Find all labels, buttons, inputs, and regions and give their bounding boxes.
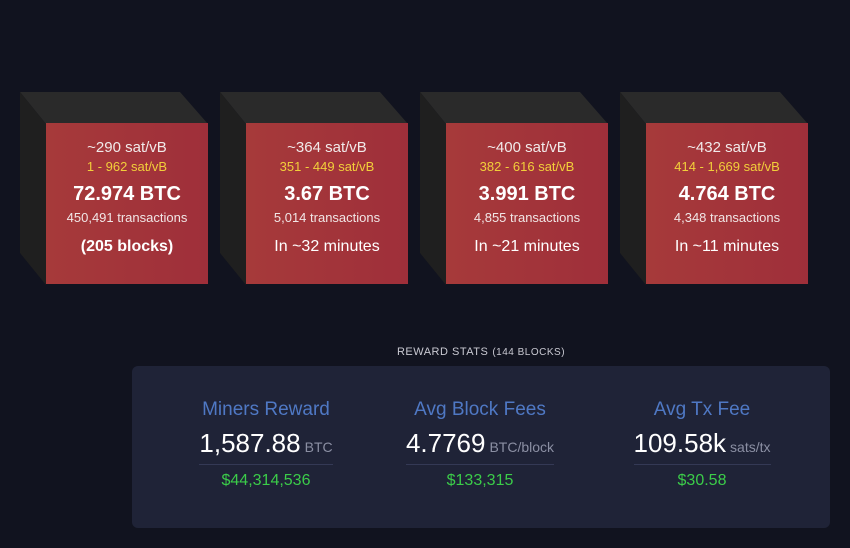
mempool-block-4[interactable]: ~432 sat/vB 414 - 1,669 sat/vB 4.764 BTC… [620,92,810,287]
stat-fiat-value: $133,315 [446,472,514,489]
median-fee: ~364 sat/vB [287,139,367,156]
stat-fiat-value: $44,314,536 [221,472,311,489]
block-total-btc: 3.67 BTC [284,183,370,205]
block-top-face [220,92,408,124]
block-total-btc: 3.991 BTC [478,183,576,205]
block-total-btc: 72.974 BTC [73,183,181,205]
stat-unit: BTC [304,439,333,455]
stat-label: Miners Reward [202,399,330,420]
stat-unit: sats/tx [730,439,771,455]
block-side-face [20,92,46,285]
stat-value-row: 109.58k sats/tx [633,428,771,465]
stat-value-row: 4.7769 BTC/block [405,428,555,465]
block-front-face: ~364 sat/vB 351 - 449 sat/vB 3.67 BTC 5,… [246,123,408,284]
median-fee: ~290 sat/vB [87,139,167,156]
mempool-block-1[interactable]: ~290 sat/vB 1 - 962 sat/vB 72.974 BTC 45… [20,92,210,287]
mempool-block-2[interactable]: ~364 sat/vB 351 - 449 sat/vB 3.67 BTC 5,… [220,92,410,287]
block-front-face: ~290 sat/vB 1 - 962 sat/vB 72.974 BTC 45… [46,123,208,284]
stat-label: Avg Tx Fee [653,399,751,420]
reward-stats-title: REWARD STATS (144 BLOCKS) [0,346,850,358]
mempool-block-3[interactable]: ~400 sat/vB 382 - 616 sat/vB 3.991 BTC 4… [420,92,610,287]
transaction-count: 4,348 transactions [673,210,781,225]
block-total-btc: 4.764 BTC [678,183,776,205]
block-eta: (205 blocks) [80,238,174,255]
block-eta: In ~21 minutes [474,238,580,255]
stat-value-row: 1,587.88 BTC [199,428,333,465]
block-side-face [220,92,246,285]
fee-range: 351 - 449 sat/vB [279,159,375,174]
block-top-face [620,92,808,124]
block-front-face: ~400 sat/vB 382 - 616 sat/vB 3.991 BTC 4… [446,123,608,284]
reward-stats-panel: Miners Reward 1,587.88 BTC $44,314,536 Av… [132,366,830,528]
block-front-face: ~432 sat/vB 414 - 1,669 sat/vB 4.764 BTC… [646,123,808,284]
fee-range: 382 - 616 sat/vB [479,159,575,174]
transaction-count: 5,014 transactions [273,210,381,225]
stat-unit: BTC/block [489,439,555,455]
block-top-face [420,92,608,124]
stat-value: 1,587.88 [199,428,301,458]
block-side-face [420,92,446,285]
median-fee: ~432 sat/vB [687,139,767,156]
stat-avg-tx-fee: Avg Tx Fee 109.58k sats/tx $30.58 [608,398,796,491]
block-top-face [20,92,208,124]
median-fee: ~400 sat/vB [487,139,567,156]
transaction-count: 450,491 transactions [66,210,188,225]
stat-label: Avg Block Fees [414,399,546,420]
stat-avg-block-fees: Avg Block Fees 4.7769 BTC/block $133,315 [386,398,574,491]
reward-stats-subtitle: (144 BLOCKS) [492,347,566,358]
stat-value: 109.58k [633,428,727,458]
mempool-blocks: ~290 sat/vB 1 - 962 sat/vB 72.974 BTC 45… [20,92,820,287]
block-eta: In ~11 minutes [674,238,780,255]
fee-range: 414 - 1,669 sat/vB [674,159,780,174]
block-eta: In ~32 minutes [274,238,380,255]
stat-miners-reward: Miners Reward 1,587.88 BTC $44,314,536 [172,398,360,491]
fee-range: 1 - 962 sat/vB [86,159,168,174]
block-side-face [620,92,646,285]
transaction-count: 4,855 transactions [473,210,581,225]
stat-fiat-value: $30.58 [677,472,727,489]
stat-value: 4.7769 [405,428,486,458]
reward-stats-heading: REWARD STATS [396,346,489,358]
